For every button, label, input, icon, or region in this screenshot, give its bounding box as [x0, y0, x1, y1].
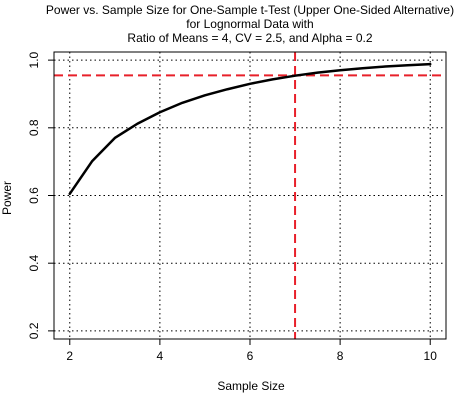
chart-title-line-2: for Lognormal Data with: [186, 17, 313, 31]
x-tick-label-4: 10: [424, 349, 438, 363]
axes-layer: 2 4 6 8 10 0.2 0.4 0.6 0.8 1.0: [27, 51, 447, 363]
reference-lines: [54, 52, 446, 339]
y-tick-label-1: 0.4: [27, 255, 41, 272]
y-tick-label-0: 0.2: [27, 322, 41, 339]
x-tick-label-2: 6: [247, 349, 254, 363]
x-tick-label-1: 4: [157, 349, 164, 363]
x-tick-label-0: 2: [66, 349, 73, 363]
x-tick-label-3: 8: [337, 349, 344, 363]
chart-title-line-3: Ratio of Means = 4, CV = 2.5, and Alpha …: [127, 31, 372, 45]
y-axis-title: Power: [0, 181, 14, 215]
y-tick-label-3: 0.8: [27, 119, 41, 136]
x-axis-title: Sample Size: [217, 379, 285, 393]
chart-title-line-1: Power vs. Sample Size for One-Sample t-T…: [46, 3, 454, 17]
power-curve-line-0: [68, 62, 432, 196]
y-tick-label-4: 1.0: [27, 51, 41, 68]
series-layer: [68, 62, 432, 196]
y-tick-label-2: 0.6: [27, 187, 41, 204]
grid: [54, 52, 446, 339]
